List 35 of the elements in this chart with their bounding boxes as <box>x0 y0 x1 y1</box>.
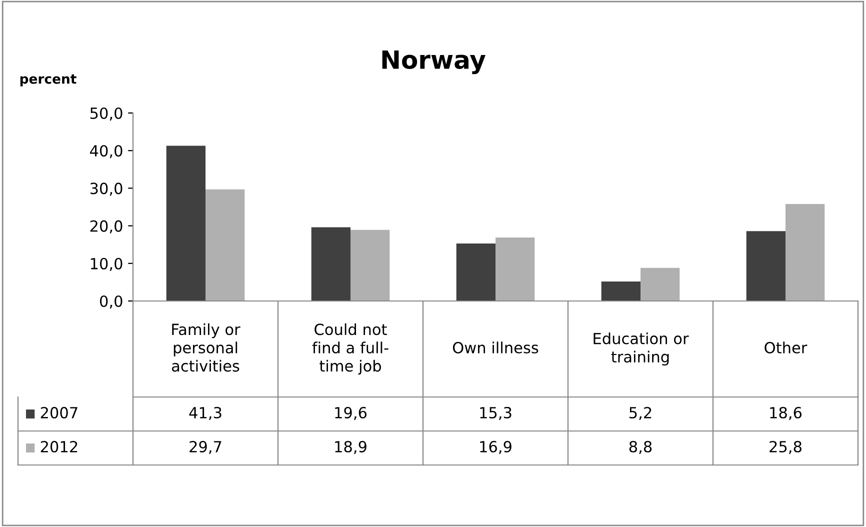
bar <box>456 243 496 301</box>
data-label: 16,9 <box>480 440 512 454</box>
bar <box>166 146 206 301</box>
x-tick-label: Own illness <box>452 342 538 354</box>
data-label: 19,6 <box>335 406 367 420</box>
data-label: 18,6 <box>770 406 802 420</box>
x-tick-label: Education or training <box>594 332 689 366</box>
y-tick-label: 30,0 <box>90 182 122 196</box>
data-label: 8,8 <box>629 440 652 454</box>
chart-title: Norway <box>382 50 486 74</box>
legend-label: 2007 <box>40 406 78 418</box>
bar <box>640 268 680 301</box>
y-axis-title: percent <box>20 74 76 86</box>
bar <box>786 204 825 301</box>
data-label: 15,3 <box>480 406 512 420</box>
bar <box>311 227 350 301</box>
data-label: 29,7 <box>190 440 222 454</box>
x-tick-label: Other <box>764 342 808 354</box>
bar <box>206 189 245 301</box>
y-tick-label: 50,0 <box>90 107 122 121</box>
data-label: 25,8 <box>770 440 802 454</box>
data-label: 5,2 <box>630 406 652 420</box>
y-tick-label: 20,0 <box>90 220 122 234</box>
y-tick-label: 10,0 <box>90 258 122 271</box>
bar <box>601 281 640 301</box>
bar <box>746 231 786 301</box>
data-label: 41,3 <box>189 406 222 420</box>
legend-label: 2012 <box>40 440 78 452</box>
y-tick-label: 40,0 <box>90 145 122 158</box>
bar <box>350 230 390 301</box>
bar <box>496 237 535 301</box>
data-label: 18,9 <box>335 440 366 454</box>
x-tick-label: Could not find a full-time job <box>312 323 388 375</box>
x-tick-label: Family or personal activities <box>172 323 240 372</box>
y-tick-label: 0,0 <box>100 295 122 309</box>
